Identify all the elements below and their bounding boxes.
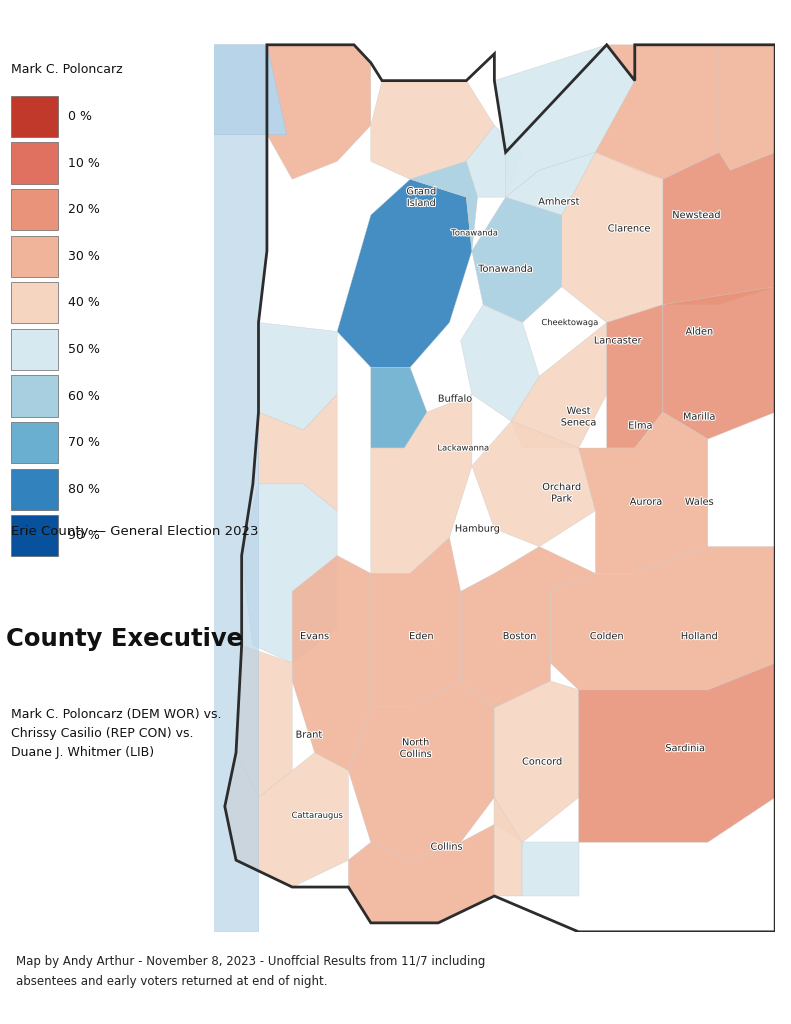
Polygon shape: [371, 368, 427, 449]
Text: 10 %: 10 %: [68, 157, 100, 170]
Text: Cheektowaga: Cheektowaga: [542, 318, 599, 327]
Text: Buffalo: Buffalo: [438, 393, 472, 403]
Text: Sardinia: Sardinia: [665, 743, 706, 754]
FancyBboxPatch shape: [11, 376, 58, 417]
Text: Colden: Colden: [590, 631, 623, 641]
Text: Elma: Elma: [628, 421, 653, 431]
Polygon shape: [371, 81, 494, 179]
Text: Collins: Collins: [430, 842, 463, 852]
Polygon shape: [371, 538, 460, 708]
Polygon shape: [467, 126, 523, 198]
Text: Clarence: Clarence: [607, 223, 651, 233]
FancyBboxPatch shape: [11, 515, 58, 556]
Text: 50 %: 50 %: [68, 343, 100, 356]
Polygon shape: [562, 153, 663, 323]
Text: Tonawanda: Tonawanda: [479, 264, 533, 273]
Text: Marilla: Marilla: [683, 412, 716, 422]
FancyBboxPatch shape: [11, 469, 58, 510]
Text: Hamburg: Hamburg: [455, 523, 500, 534]
Text: North
Collins: North Collins: [399, 737, 432, 759]
Polygon shape: [292, 555, 371, 770]
FancyBboxPatch shape: [11, 329, 58, 370]
Text: County Executive: County Executive: [6, 627, 244, 651]
Text: Holland: Holland: [681, 631, 718, 641]
Polygon shape: [551, 547, 775, 690]
Polygon shape: [523, 842, 579, 896]
Text: Eden: Eden: [409, 631, 433, 641]
Polygon shape: [225, 753, 348, 887]
Text: Lancaster: Lancaster: [594, 336, 642, 345]
Text: Tonawanda: Tonawanda: [451, 228, 498, 238]
Text: 60 %: 60 %: [68, 389, 100, 402]
Polygon shape: [348, 681, 494, 860]
FancyBboxPatch shape: [11, 283, 58, 324]
Polygon shape: [214, 134, 267, 932]
Polygon shape: [494, 681, 579, 842]
Text: Lackawanna: Lackawanna: [437, 443, 490, 453]
Polygon shape: [663, 153, 775, 305]
Polygon shape: [259, 394, 337, 511]
Text: 90 %: 90 %: [68, 529, 100, 543]
Polygon shape: [242, 484, 337, 664]
FancyBboxPatch shape: [11, 189, 58, 230]
Polygon shape: [410, 162, 478, 251]
Polygon shape: [472, 421, 596, 547]
Text: Mark C. Poloncarz: Mark C. Poloncarz: [11, 62, 123, 76]
Polygon shape: [460, 305, 539, 421]
Polygon shape: [214, 45, 286, 134]
Text: 70 %: 70 %: [68, 436, 100, 450]
Text: Newstead: Newstead: [672, 210, 721, 220]
Polygon shape: [494, 798, 523, 896]
Text: Orchard
Park: Orchard Park: [543, 482, 581, 504]
Text: 40 %: 40 %: [68, 296, 100, 309]
Polygon shape: [236, 645, 292, 798]
FancyBboxPatch shape: [11, 142, 58, 183]
Polygon shape: [511, 323, 607, 449]
Text: Grand
Island: Grand Island: [407, 186, 437, 208]
Polygon shape: [579, 413, 708, 573]
Polygon shape: [371, 394, 472, 573]
Text: 80 %: 80 %: [68, 482, 100, 496]
Polygon shape: [337, 179, 472, 368]
Polygon shape: [494, 45, 634, 198]
Polygon shape: [596, 45, 719, 179]
Text: Amherst: Amherst: [538, 197, 580, 207]
Text: West
Seneca: West Seneca: [561, 406, 596, 427]
FancyBboxPatch shape: [11, 422, 58, 463]
FancyBboxPatch shape: [11, 96, 58, 137]
Text: Boston: Boston: [503, 631, 536, 641]
Polygon shape: [663, 287, 775, 439]
Polygon shape: [719, 45, 775, 170]
Polygon shape: [460, 547, 596, 708]
FancyBboxPatch shape: [11, 236, 58, 276]
Text: absentees and early voters returned at end of night.: absentees and early voters returned at e…: [16, 975, 327, 988]
Polygon shape: [267, 45, 371, 179]
Text: Aurora: Aurora: [630, 497, 662, 507]
Text: Alden: Alden: [686, 327, 713, 337]
Polygon shape: [505, 153, 596, 215]
Polygon shape: [472, 198, 562, 323]
Text: 20 %: 20 %: [68, 203, 100, 216]
Text: Concord: Concord: [522, 757, 562, 767]
Polygon shape: [348, 824, 494, 923]
Text: Mark C. Poloncarz (DEM WOR) vs.
Chrissy Casilio (REP CON) vs.
Duane J. Whitmer (: Mark C. Poloncarz (DEM WOR) vs. Chrissy …: [11, 708, 221, 759]
Text: Map by Andy Arthur - November 8, 2023 - Unoffcial Results from 11/7 including: Map by Andy Arthur - November 8, 2023 - …: [16, 954, 485, 968]
Polygon shape: [607, 305, 663, 449]
Text: Wales: Wales: [685, 497, 713, 507]
Text: 30 %: 30 %: [68, 250, 100, 263]
Text: Erie County — General Election 2023: Erie County — General Election 2023: [11, 524, 258, 538]
Polygon shape: [259, 323, 337, 430]
Text: Cattaraugus: Cattaraugus: [292, 811, 343, 820]
Text: Evans: Evans: [300, 631, 329, 641]
Text: 0 %: 0 %: [68, 110, 93, 123]
Polygon shape: [579, 664, 775, 842]
Text: Brant: Brant: [296, 730, 323, 739]
